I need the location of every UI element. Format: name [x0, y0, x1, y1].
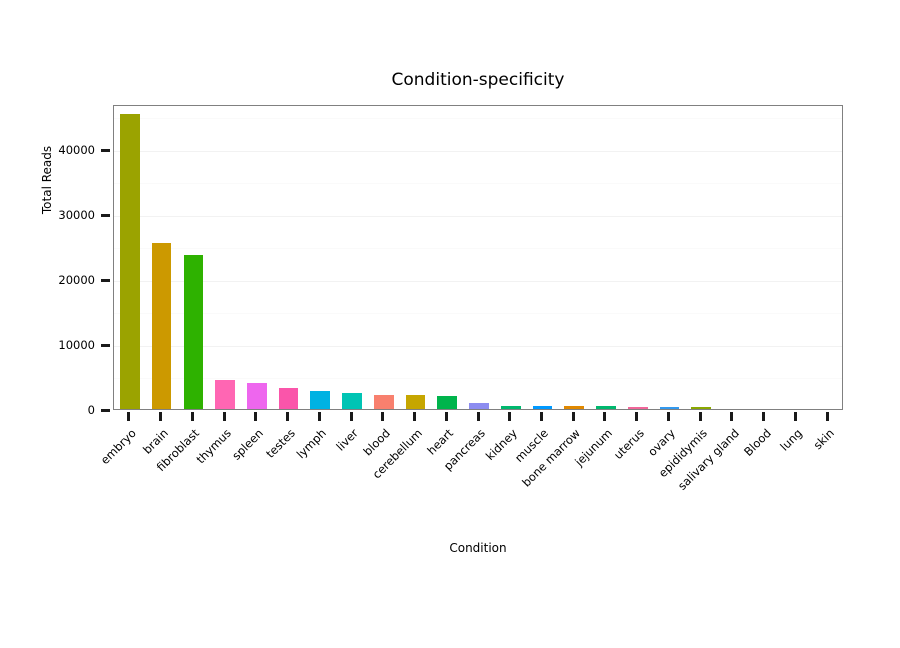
y-tick	[101, 213, 110, 217]
gridline-minor	[114, 313, 842, 315]
y-tick-label: 20000	[58, 273, 95, 288]
bar-kidney	[500, 405, 521, 409]
x-tick	[159, 412, 163, 421]
bar-cerebellum	[405, 394, 426, 409]
page-title: Condition-specificity	[391, 70, 565, 90]
bar-epididymis	[691, 407, 711, 409]
gridline-minor	[114, 118, 842, 120]
bar-muscle	[532, 405, 553, 409]
bar-bone-marrow	[564, 405, 585, 409]
gridline-minor	[114, 183, 842, 185]
bar-pancreas	[469, 403, 489, 409]
y-tick	[101, 278, 110, 282]
gridline-minor	[114, 248, 842, 250]
x-tick	[825, 412, 829, 421]
y-tick	[101, 343, 110, 347]
bar-heart	[437, 396, 458, 409]
x-tick	[127, 412, 131, 421]
bar-brain	[151, 242, 172, 409]
y-axis: 0 10000 20000 30000 40000	[0, 0, 113, 600]
bar-spleen	[246, 383, 267, 409]
gridline-major	[114, 215, 842, 217]
x-tick	[603, 412, 607, 421]
y-tick-label: 0	[87, 403, 95, 417]
y-tick-label: 30000	[58, 208, 95, 223]
y-tick	[101, 408, 110, 412]
bar-thymus	[215, 380, 235, 409]
bar-series	[114, 106, 842, 409]
y-tick-label: 40000	[58, 143, 95, 158]
gridline-major	[114, 280, 842, 282]
gridline-minor	[114, 378, 842, 380]
x-tick	[222, 412, 226, 421]
bar-liver	[342, 392, 362, 409]
x-tick	[698, 412, 702, 421]
plot-panel	[113, 105, 843, 410]
gridline-major	[114, 345, 842, 347]
x-tick	[762, 412, 766, 421]
x-axis-title: Condition	[449, 541, 507, 555]
x-tick	[190, 412, 194, 421]
x-tick	[381, 412, 385, 421]
x-tick	[539, 412, 543, 421]
x-tick	[476, 412, 480, 421]
x-tick	[349, 412, 353, 421]
x-tick	[666, 412, 670, 421]
x-tick	[254, 412, 258, 421]
gridline-major	[114, 150, 842, 152]
bar-jejunum	[596, 406, 616, 409]
bar-lymph	[310, 391, 331, 409]
bar-embryo	[120, 113, 140, 409]
x-tick	[793, 412, 797, 421]
x-tick	[317, 412, 321, 421]
bar-ovary	[659, 407, 680, 409]
x-tick	[571, 412, 575, 421]
bar-uterus	[627, 406, 648, 409]
bar-fibroblast	[183, 255, 204, 409]
x-tick	[508, 412, 512, 421]
y-tick-label: 10000	[58, 338, 95, 353]
x-tick	[444, 412, 448, 421]
bar-testes	[278, 388, 299, 409]
bar-blood	[373, 394, 394, 409]
x-tick	[413, 412, 417, 421]
y-tick	[101, 148, 110, 152]
x-tick	[635, 412, 639, 421]
x-tick	[730, 412, 734, 421]
chart-root: Condition-specificity Total Reads Condit…	[0, 0, 843, 600]
x-tick	[286, 412, 290, 421]
